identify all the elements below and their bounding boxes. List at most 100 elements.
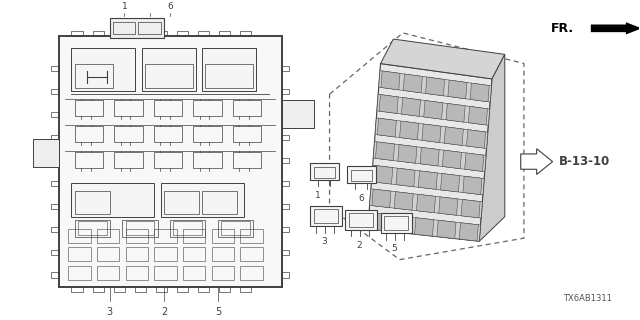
Polygon shape (398, 145, 417, 163)
Bar (221, 221, 250, 235)
Bar (154, 266, 177, 280)
Bar (93, 287, 104, 292)
Bar (282, 250, 289, 255)
Bar (114, 126, 143, 142)
Bar (51, 273, 59, 278)
FancyArrow shape (591, 22, 640, 35)
Bar (381, 213, 412, 233)
Bar (51, 158, 59, 163)
Polygon shape (419, 171, 437, 189)
Bar (68, 266, 91, 280)
Bar (212, 247, 234, 261)
Polygon shape (403, 74, 422, 93)
Bar (177, 287, 188, 292)
Polygon shape (378, 118, 396, 137)
Text: 6: 6 (168, 2, 173, 11)
Bar (212, 266, 234, 280)
Bar (282, 273, 289, 278)
Bar (51, 89, 59, 94)
Bar (78, 221, 106, 235)
Bar (113, 287, 125, 292)
Polygon shape (426, 77, 445, 96)
Bar (170, 220, 205, 237)
Bar (154, 100, 182, 116)
Bar (93, 31, 104, 36)
Bar (75, 126, 103, 142)
Bar (156, 31, 167, 36)
Polygon shape (463, 176, 482, 195)
Bar (97, 229, 119, 243)
Bar (241, 247, 262, 261)
Text: TX6AB1311: TX6AB1311 (563, 293, 612, 302)
Bar (282, 112, 289, 117)
Bar (75, 220, 109, 237)
Bar (97, 247, 119, 261)
Polygon shape (415, 218, 434, 236)
Bar (75, 64, 113, 88)
Polygon shape (368, 212, 481, 241)
Bar (75, 100, 103, 116)
Bar (202, 191, 237, 214)
Bar (113, 31, 125, 36)
Bar (125, 266, 148, 280)
Bar (141, 48, 196, 91)
Bar (310, 206, 342, 226)
Polygon shape (396, 168, 415, 187)
Bar (218, 220, 253, 237)
Bar (282, 89, 289, 94)
Bar (134, 31, 146, 36)
Bar (51, 204, 59, 209)
Bar (314, 209, 338, 223)
Polygon shape (373, 141, 486, 172)
Text: 1: 1 (122, 2, 127, 11)
Bar (212, 229, 234, 243)
Bar (164, 191, 199, 214)
Polygon shape (379, 95, 398, 113)
Bar (122, 220, 157, 237)
Polygon shape (444, 127, 463, 145)
Bar (75, 191, 109, 214)
Polygon shape (470, 83, 489, 102)
Bar (351, 170, 372, 180)
Bar (154, 126, 182, 142)
Bar (156, 287, 167, 292)
Polygon shape (401, 98, 420, 116)
Polygon shape (521, 149, 552, 174)
Bar (219, 287, 230, 292)
Polygon shape (422, 124, 441, 143)
Text: 2: 2 (356, 241, 362, 250)
Polygon shape (460, 223, 478, 241)
Polygon shape (371, 165, 484, 195)
Polygon shape (440, 173, 460, 192)
Bar (314, 167, 335, 178)
Bar (68, 247, 91, 261)
Bar (51, 112, 59, 117)
Bar (113, 22, 135, 35)
Polygon shape (417, 194, 436, 213)
Circle shape (36, 148, 56, 157)
Bar (154, 152, 182, 168)
Bar (51, 227, 59, 232)
Bar (72, 48, 135, 91)
Bar (72, 183, 154, 217)
Text: 3: 3 (321, 237, 327, 246)
Polygon shape (467, 130, 486, 148)
Polygon shape (442, 150, 461, 169)
Bar (198, 31, 209, 36)
Bar (173, 221, 202, 235)
Bar (72, 287, 83, 292)
Polygon shape (372, 189, 391, 208)
Bar (125, 229, 148, 243)
Text: 2: 2 (161, 307, 167, 317)
Bar (349, 213, 373, 227)
Bar (51, 180, 59, 186)
Bar (125, 221, 154, 235)
Polygon shape (479, 54, 505, 241)
Polygon shape (424, 100, 443, 119)
Bar (97, 266, 119, 280)
Bar (183, 247, 205, 261)
Bar (219, 31, 230, 36)
Bar (59, 36, 282, 287)
Bar (240, 287, 251, 292)
Bar (51, 135, 59, 140)
